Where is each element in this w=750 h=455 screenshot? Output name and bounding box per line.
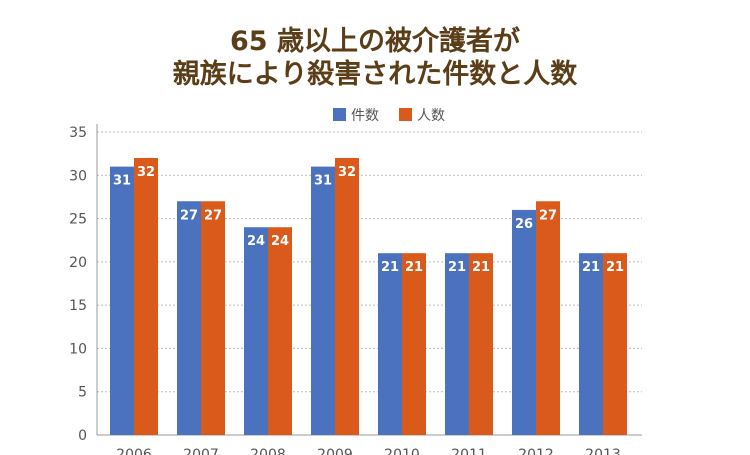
x-tick-label: 2010: [384, 447, 420, 455]
bar-2011-cases: [445, 253, 469, 435]
data-label: 27: [539, 208, 557, 223]
data-label: 24: [247, 234, 265, 249]
data-label: 21: [405, 260, 423, 275]
legend-label: 人数: [417, 108, 445, 124]
x-tick-label: 2009: [317, 447, 353, 455]
bar-2008-cases: [244, 227, 268, 435]
data-label: 32: [137, 165, 155, 180]
bar-2011-people: [469, 253, 493, 435]
bar-2007-cases: [177, 201, 201, 435]
data-label: 31: [314, 174, 332, 189]
bar-2008-people: [268, 227, 292, 435]
data-label: 21: [606, 260, 624, 275]
legend-swatch: [399, 108, 412, 121]
x-tick-label: 2007: [183, 447, 219, 455]
data-label: 32: [338, 165, 356, 180]
bar-2010-cases: [378, 253, 402, 435]
y-tick-label: 10: [69, 341, 87, 357]
data-label: 21: [472, 260, 490, 275]
bar-2007-people: [201, 201, 225, 435]
data-label: 27: [204, 208, 222, 223]
data-label: 21: [448, 260, 466, 275]
bar-2013-cases: [579, 253, 603, 435]
legend-swatch: [333, 108, 346, 121]
bar-2009-people: [335, 157, 359, 435]
y-tick-label: 15: [69, 298, 87, 314]
data-label: 24: [271, 234, 289, 249]
y-tick-label: 20: [69, 255, 87, 271]
data-label: 31: [113, 174, 131, 189]
x-tick-label: 2013: [585, 447, 621, 455]
y-tick-label: 25: [69, 212, 87, 228]
data-label: 27: [180, 208, 198, 223]
y-tick-label: 5: [78, 385, 87, 401]
chart-title-line2: 親族により殺害された件数と人数: [172, 59, 578, 90]
x-tick-label: 2011: [451, 447, 487, 455]
y-tick-label: 30: [69, 168, 87, 184]
data-label: 26: [515, 217, 533, 232]
y-tick-label: 0: [78, 428, 87, 444]
bar-2010-people: [402, 253, 426, 435]
bar-2009-cases: [311, 166, 335, 435]
bar-2012-people: [536, 201, 560, 435]
bar-2013-people: [603, 253, 627, 435]
data-label: 21: [582, 260, 600, 275]
y-tick-label: 35: [69, 125, 87, 141]
x-tick-label: 2006: [116, 447, 152, 455]
bar-2006-cases: [110, 166, 134, 435]
x-tick-label: 2008: [250, 447, 286, 455]
x-tick-label: 2012: [518, 447, 554, 455]
chart-title-line1: 65 歳以上の被介護者が: [230, 26, 520, 57]
legend-label: 件数: [351, 108, 379, 124]
bar-2012-cases: [512, 209, 536, 435]
bar-2006-people: [134, 157, 158, 435]
data-label: 21: [381, 260, 399, 275]
